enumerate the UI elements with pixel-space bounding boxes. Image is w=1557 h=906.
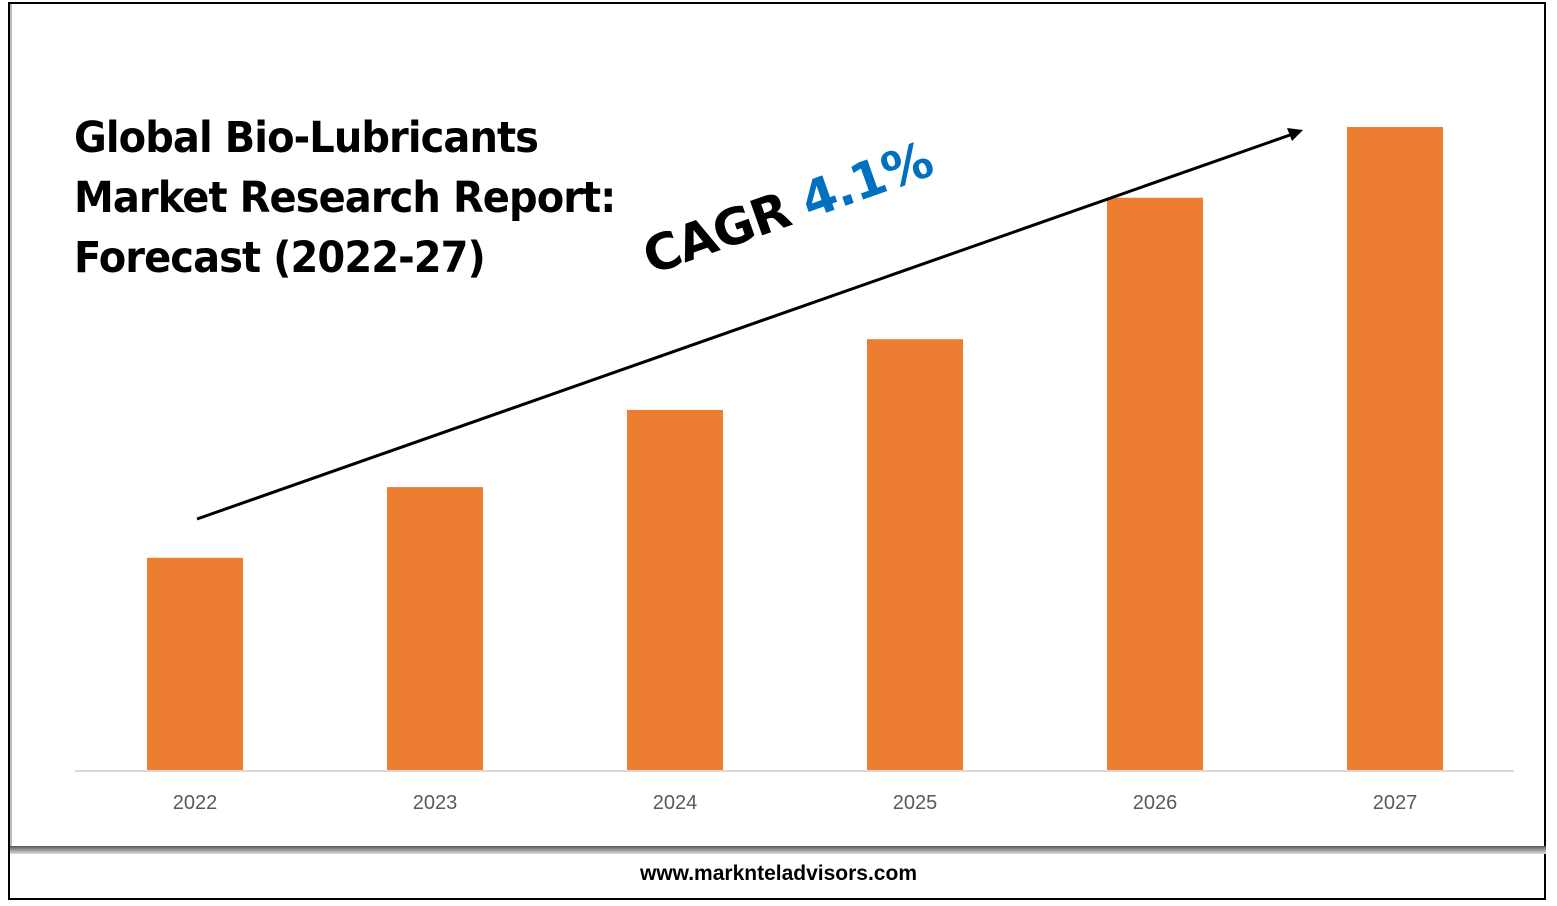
- bar-2026: [1107, 197, 1203, 771]
- bar-2022: [147, 557, 243, 770]
- footer-url[interactable]: www.marknteladvisors.com: [640, 862, 917, 885]
- x-tick-label: 2025: [893, 792, 938, 814]
- trend-arrow-head: [1287, 128, 1303, 141]
- title-line-1: Global Bio-Lubricants: [74, 113, 539, 163]
- bar-2023: [387, 487, 483, 770]
- chart-title: Global Bio-Lubricants Market Research Re…: [74, 108, 616, 288]
- x-tick-label: 2023: [413, 792, 458, 814]
- outer-frame: [8, 2, 1546, 900]
- chart-panel: [10, 4, 1548, 848]
- title-line-3: Forecast (2022-27): [74, 233, 486, 283]
- bar-2027: [1347, 127, 1443, 770]
- panel-shadow: [10, 846, 1546, 854]
- title-line-2: Market Research Report:: [74, 173, 616, 223]
- bar-2025: [867, 339, 963, 770]
- x-tick-label: 2022: [173, 792, 218, 814]
- trend-arrow-line: [196, 133, 1291, 521]
- x-tick-label: 2026: [1133, 792, 1178, 814]
- bar-2024: [627, 409, 723, 770]
- x-tick-label: 2024: [653, 792, 698, 814]
- x-tick-label: 2027: [1373, 792, 1418, 814]
